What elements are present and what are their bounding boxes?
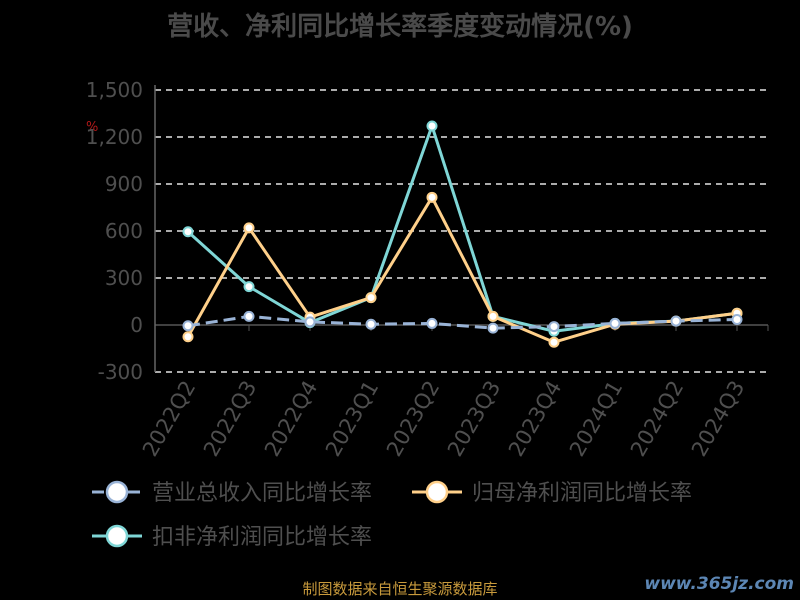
x-tick-label: 2024Q3 — [687, 377, 749, 461]
data-point — [609, 317, 621, 329]
x-tick-label: 2024Q2 — [626, 377, 688, 461]
legend-label-2: 扣非净利润同比增长率 — [152, 525, 372, 550]
x-tick-label: 2022Q4 — [260, 377, 322, 461]
watermark: www.365jz.com — [644, 574, 794, 594]
data-point — [365, 318, 377, 330]
x-tick-label: 2022Q2 — [138, 377, 200, 461]
y-tick-label: 1,500 — [86, 78, 143, 102]
legend-marker-0 — [105, 480, 129, 504]
chart-title: 营收、净利同比增长率季度变动情况(%) — [167, 12, 633, 42]
axis-layer: -300 0 300 600 900 1,200 1,500 2022Q22022Q32022… — [86, 78, 769, 461]
y-tick-label: 900 — [105, 172, 143, 196]
x-tick-label: 2022Q3 — [199, 377, 261, 461]
data-point — [243, 222, 255, 234]
data-point — [243, 310, 255, 322]
data-point — [487, 322, 499, 334]
x-tick-label: 2024Q1 — [565, 377, 627, 461]
x-tick-label: 2023Q3 — [443, 377, 505, 461]
data-source-note: 制图数据来自恒生聚源数据库 — [302, 580, 498, 598]
data-point — [548, 336, 560, 348]
data-point — [182, 331, 194, 343]
data-point — [182, 226, 194, 238]
x-tick-label: 2023Q2 — [382, 377, 444, 461]
y-tick-label: 600 — [105, 219, 143, 243]
series-line-2 — [186, 124, 738, 333]
series-line-0 — [187, 314, 738, 330]
data-point — [304, 316, 316, 328]
data-point — [182, 320, 194, 332]
data-point — [731, 314, 743, 326]
data-point — [243, 281, 255, 293]
data-point — [487, 310, 499, 322]
data-point — [426, 317, 438, 329]
data-point — [670, 315, 682, 327]
y-tick-label: 0 — [130, 313, 143, 337]
y-unit-label: % — [86, 120, 99, 135]
legend-marker-1 — [425, 480, 449, 504]
y-tick-label: 1,200 — [86, 125, 143, 149]
legend-marker-2 — [105, 524, 129, 548]
y-tick-label: -300 — [98, 360, 143, 384]
x-tick-label: 2023Q1 — [321, 377, 383, 461]
legend-label-0: 营业总收入同比增长率 — [152, 481, 372, 506]
y-tick-label: 300 — [105, 266, 143, 290]
series-layer — [182, 120, 743, 348]
data-point — [426, 191, 438, 203]
x-tick-label: 2023Q4 — [504, 377, 566, 461]
grid-layer — [155, 89, 768, 373]
data-point — [548, 321, 560, 333]
data-point — [426, 120, 438, 132]
legend-label-1: 归母净利润同比增长率 — [472, 481, 692, 506]
data-point — [365, 292, 377, 304]
